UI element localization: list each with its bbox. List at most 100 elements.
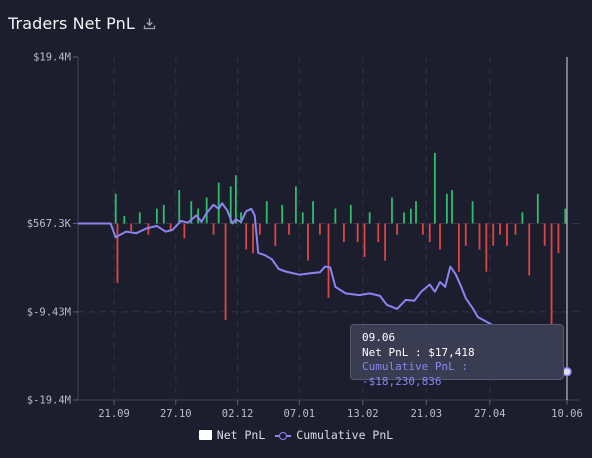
net-pnl-bar-negative [212,223,215,235]
cumulative-pnl-line [78,202,568,373]
net-pnl-bar-positive [114,193,117,224]
y-axis: $19.4M $567.3K $-9.43M $-19.4M [27,52,78,407]
x-tick-label: 13.02 [347,408,379,420]
tooltip-cumulative-pnl: Cumulative PnL : -$18,230,836 [362,360,468,388]
y-tick-label: $-9.43M [27,306,71,318]
net-pnl-bar-negative [528,223,531,276]
legend-cum-label: Cumulative PnL [296,428,394,442]
net-pnl-bar-positive [205,197,208,224]
net-pnl-bar-positive [265,201,268,224]
net-pnl-bar-positive [433,152,436,224]
x-tick-label: 10.06 [551,408,583,420]
pnl-chart[interactable]: $19.4M $567.3K $-9.43M $-19.4M 21.09 27.10 02… [0,0,592,425]
x-tick-label: 21.03 [410,408,442,420]
net-pnl-bar-negative [485,223,488,272]
x-axis: 21.09 27.10 02.12 07.01 13.02 21.03 27.04 10.06 [98,400,583,420]
net-pnl-bar-positive [403,212,405,224]
net-pnl-bar-positive [138,212,141,224]
net-pnl-bar-negative [377,223,380,243]
net-pnl-bar-positive [521,212,524,224]
x-tick-label: 27.04 [474,408,506,420]
x-tick-label: 02.12 [222,408,254,420]
chart-header: Traders Net PnL [8,14,157,33]
net-pnl-bar-negative [543,223,546,246]
net-pnl-bar-negative [428,223,431,243]
net-pnl-bar-positive [123,216,126,224]
x-tick-label: 07.01 [284,408,316,420]
net-pnl-bar-positive [536,193,539,224]
net-pnl-bar-positive [301,212,304,224]
net-pnl-bar-negative [183,223,186,239]
net-pnl-bar-positive [445,193,448,224]
net-pnl-bar-negative [343,223,345,243]
net-pnl-bar-negative [514,223,517,235]
net-pnl-bar-positive [234,175,237,224]
legend-item-cumulative-pnl[interactable]: Cumulative PnL [275,428,393,442]
x-tick-label: 21.09 [98,408,130,420]
net-pnl-bar-positive [409,208,412,224]
net-pnl-bar-positive [295,186,297,224]
tooltip-net-pnl: Net PnL : $17,418 [362,345,475,359]
net-pnl-bar-negative [464,223,467,246]
net-pnl-bar-positive [471,201,474,224]
net-pnl-bar-negative [319,223,321,235]
net-pnl-bar-negative [421,223,424,235]
net-pnl-bar-negative [478,223,481,250]
y-tick-label: $567.3K [27,218,72,230]
net-pnl-bar-negative [169,223,172,231]
cumulative-pnl-path [78,202,568,373]
legend-item-net-pnl[interactable]: Net PnL [198,428,266,442]
legend-net-label: Net PnL [216,428,266,442]
net-pnl-bar-positive [217,182,220,224]
chart-tooltip: 09.06 Net PnL : $17,418 Cumulative PnL :… [350,324,564,388]
highlight-point [562,367,572,377]
net-pnl-bar-negative [327,223,330,298]
net-pnl-bar-negative [457,223,460,272]
net-pnl-bar-negative [116,223,119,283]
net-pnl-bar-positive [178,190,181,224]
net-pnl-bars [114,152,567,361]
net-pnl-bar-negative [130,223,133,231]
net-pnl-bar-positive [190,201,193,224]
net-pnl-bar-negative [363,223,366,257]
net-pnl-bar-positive [240,212,242,224]
net-pnl-bar-positive [281,204,284,224]
net-pnl-bar-positive [391,197,393,224]
net-pnl-bar-negative [224,223,227,321]
net-pnl-bar-negative [245,223,248,250]
net-pnl-bar-negative [439,223,441,250]
net-pnl-bar-positive [229,186,232,224]
download-icon[interactable] [143,17,157,31]
net-pnl-bar-negative [288,223,290,235]
net-pnl-bar-negative [499,223,501,235]
net-pnl-bar-positive [156,208,158,224]
y-tick-label: $-19.4M [27,395,71,407]
chart-legend: Net PnL Cumulative PnL [0,428,592,442]
net-pnl-bar-positive [451,190,453,224]
net-pnl-bar-negative [356,223,359,243]
net-pnl-bar-negative [550,223,553,361]
net-pnl-bar-negative [396,223,399,235]
tooltip-date: 09.06 [362,331,396,344]
net-pnl-bar-negative [506,223,508,246]
net-pnl-bar-positive [564,208,567,224]
crosshair [562,57,572,400]
net-pnl-bar-positive [368,212,371,224]
net-pnl-bar-negative [147,223,150,235]
y-tick-label: $19.4M [33,52,71,64]
chart-title: Traders Net PnL [8,14,135,33]
net-pnl-bar-positive [415,201,417,224]
net-pnl-bar-positive [349,204,352,224]
x-tick-label: 27.10 [160,408,192,420]
net-pnl-bar-positive [334,208,337,224]
net-pnl-bar-negative [252,223,254,254]
net-pnl-bar-negative [384,223,387,261]
net-pnl-bar-positive [162,204,165,224]
net-pnl-bar-negative [258,223,261,235]
net-pnl-bar-negative [492,223,495,246]
net-pnl-bar-negative [557,223,560,254]
net-pnl-swatch [198,430,212,440]
net-pnl-bar-positive [312,201,314,224]
net-pnl-bar-negative [307,223,309,261]
net-pnl-bar-negative [274,223,277,246]
